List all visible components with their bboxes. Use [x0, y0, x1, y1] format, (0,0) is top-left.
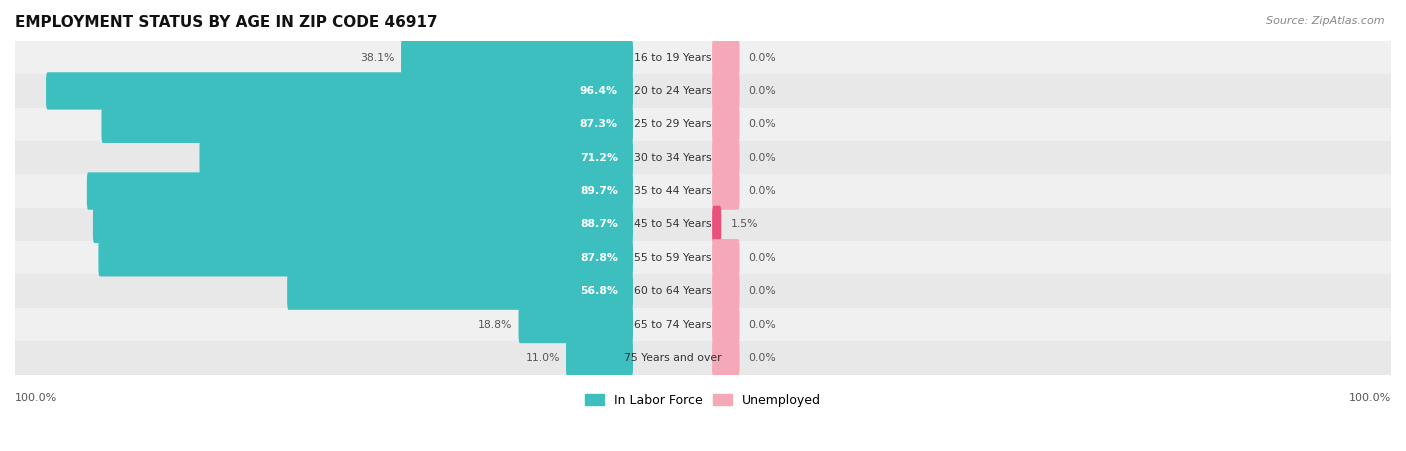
Text: 11.0%: 11.0% [526, 353, 560, 363]
Text: 60 to 64 Years: 60 to 64 Years [634, 286, 711, 296]
Bar [15, 308, 1391, 341]
Text: 0.0%: 0.0% [748, 120, 776, 129]
FancyBboxPatch shape [711, 239, 740, 276]
Text: 100.0%: 100.0% [1348, 393, 1391, 403]
Bar [15, 241, 1391, 275]
Bar [15, 275, 1391, 308]
Text: 18.8%: 18.8% [478, 319, 512, 330]
Text: 88.7%: 88.7% [579, 219, 617, 230]
Text: 56.8%: 56.8% [579, 286, 617, 296]
Bar [15, 141, 1391, 175]
Text: 0.0%: 0.0% [748, 53, 776, 63]
FancyBboxPatch shape [711, 339, 740, 377]
Text: 71.2%: 71.2% [579, 153, 617, 163]
Bar [15, 208, 1391, 241]
Text: 65 to 74 Years: 65 to 74 Years [634, 319, 711, 330]
Text: 96.4%: 96.4% [579, 86, 617, 96]
Bar [15, 175, 1391, 208]
Text: 0.0%: 0.0% [748, 253, 776, 263]
Text: 20 to 24 Years: 20 to 24 Years [634, 86, 711, 96]
Bar [15, 341, 1391, 374]
Text: 25 to 29 Years: 25 to 29 Years [634, 120, 711, 129]
Text: 35 to 44 Years: 35 to 44 Years [634, 186, 711, 196]
FancyBboxPatch shape [46, 72, 633, 110]
Bar [15, 41, 1391, 74]
Bar [15, 74, 1391, 108]
Text: EMPLOYMENT STATUS BY AGE IN ZIP CODE 46917: EMPLOYMENT STATUS BY AGE IN ZIP CODE 469… [15, 15, 437, 30]
Text: 30 to 34 Years: 30 to 34 Years [634, 153, 711, 163]
FancyBboxPatch shape [711, 139, 740, 176]
Bar [15, 108, 1391, 141]
FancyBboxPatch shape [200, 139, 633, 176]
FancyBboxPatch shape [711, 172, 740, 210]
FancyBboxPatch shape [567, 339, 633, 377]
Text: 0.0%: 0.0% [748, 86, 776, 96]
FancyBboxPatch shape [93, 206, 633, 243]
FancyBboxPatch shape [101, 106, 633, 143]
Text: 0.0%: 0.0% [748, 286, 776, 296]
FancyBboxPatch shape [711, 306, 740, 343]
FancyBboxPatch shape [287, 272, 633, 310]
Text: 0.0%: 0.0% [748, 186, 776, 196]
Text: 1.5%: 1.5% [730, 219, 758, 230]
Text: 89.7%: 89.7% [579, 186, 617, 196]
FancyBboxPatch shape [711, 72, 740, 110]
FancyBboxPatch shape [98, 239, 633, 276]
Text: 75 Years and over: 75 Years and over [624, 353, 721, 363]
Text: 0.0%: 0.0% [748, 353, 776, 363]
FancyBboxPatch shape [519, 306, 633, 343]
Text: 87.8%: 87.8% [579, 253, 617, 263]
Text: 100.0%: 100.0% [15, 393, 58, 403]
Text: 55 to 59 Years: 55 to 59 Years [634, 253, 711, 263]
Text: 87.3%: 87.3% [579, 120, 617, 129]
Text: 45 to 54 Years: 45 to 54 Years [634, 219, 711, 230]
FancyBboxPatch shape [87, 172, 633, 210]
FancyBboxPatch shape [401, 39, 633, 76]
Text: 0.0%: 0.0% [748, 319, 776, 330]
FancyBboxPatch shape [711, 206, 721, 243]
FancyBboxPatch shape [711, 272, 740, 310]
Text: 38.1%: 38.1% [360, 53, 395, 63]
Text: Source: ZipAtlas.com: Source: ZipAtlas.com [1267, 16, 1385, 26]
Legend: In Labor Force, Unemployed: In Labor Force, Unemployed [581, 389, 825, 412]
Text: 0.0%: 0.0% [748, 153, 776, 163]
Text: 16 to 19 Years: 16 to 19 Years [634, 53, 711, 63]
FancyBboxPatch shape [711, 39, 740, 76]
FancyBboxPatch shape [711, 106, 740, 143]
